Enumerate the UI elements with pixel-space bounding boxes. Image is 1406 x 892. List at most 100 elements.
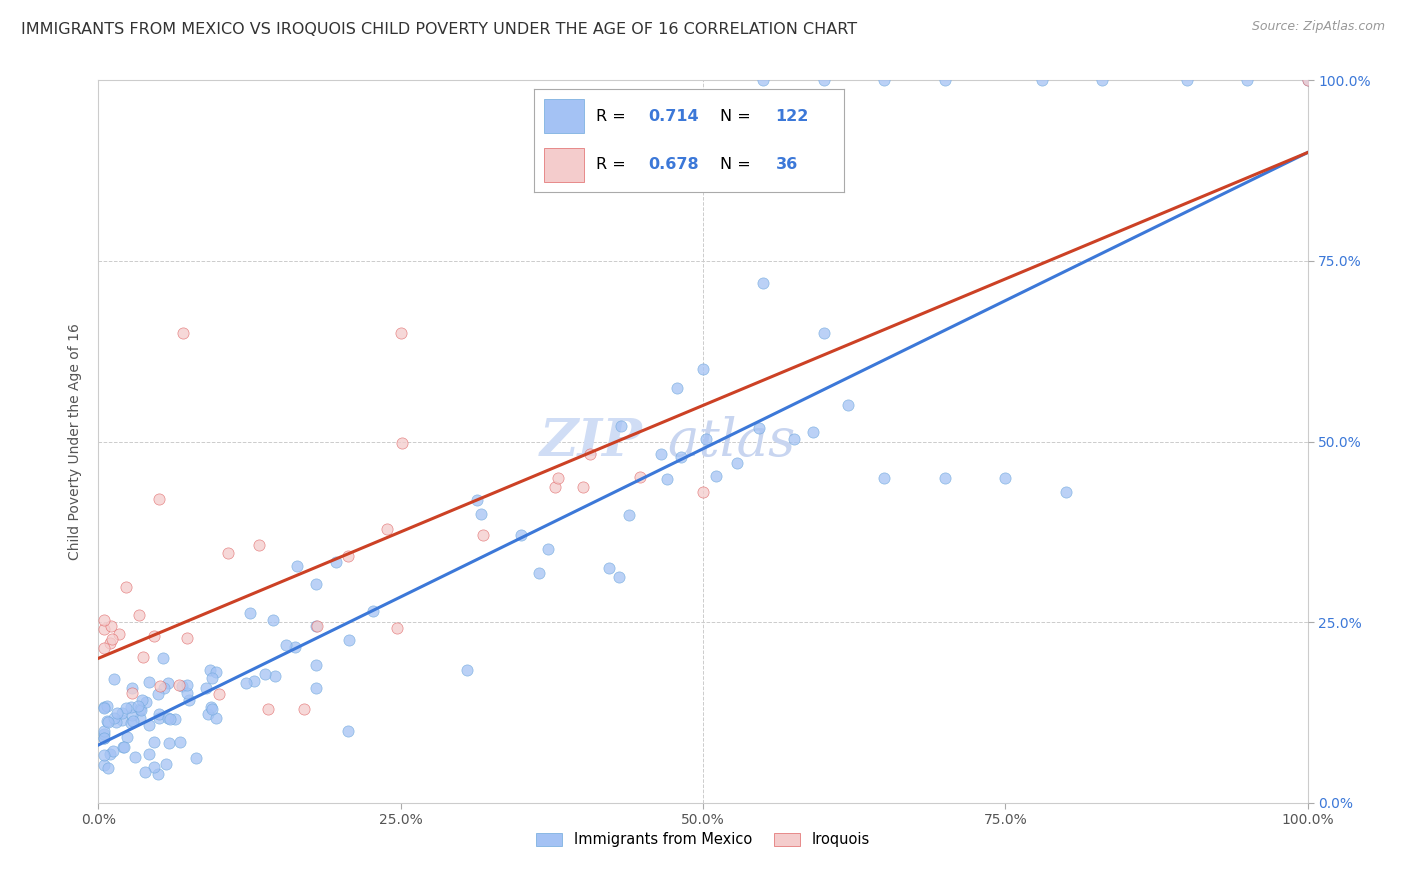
Point — [813, 73, 835, 87]
Point — [159, 712, 181, 726]
Point — [93, 622, 115, 636]
Point — [172, 326, 194, 340]
Point — [617, 508, 640, 523]
Point — [657, 472, 679, 486]
Point — [170, 679, 193, 693]
Text: R =: R = — [596, 109, 631, 124]
Point — [650, 447, 672, 461]
Text: IMMIGRANTS FROM MEXICO VS IROQUOIS CHILD POVERTY UNDER THE AGE OF 16 CORRELATION: IMMIGRANTS FROM MEXICO VS IROQUOIS CHILD… — [21, 22, 858, 37]
Point — [176, 686, 198, 700]
Point — [100, 632, 122, 646]
Point — [148, 767, 170, 781]
Point — [706, 468, 728, 483]
Point — [873, 470, 896, 484]
Point — [100, 618, 122, 632]
Text: 36: 36 — [776, 157, 797, 172]
Point — [105, 714, 128, 729]
Point — [156, 675, 179, 690]
Point — [610, 418, 633, 433]
Point — [129, 702, 152, 716]
Point — [208, 687, 231, 701]
Point — [103, 672, 125, 686]
Point — [217, 546, 239, 560]
Point — [467, 492, 489, 507]
Point — [198, 663, 221, 677]
Point — [96, 714, 118, 728]
Point — [276, 638, 298, 652]
Point — [305, 619, 328, 633]
Point — [177, 692, 200, 706]
Point — [337, 632, 360, 647]
Point — [305, 576, 328, 591]
Point — [783, 432, 806, 446]
Point — [725, 456, 748, 470]
Point — [93, 727, 115, 741]
Point — [93, 613, 115, 627]
Point — [1054, 485, 1077, 500]
Point — [201, 671, 224, 685]
Point — [103, 711, 125, 725]
Point — [121, 681, 143, 696]
Point — [112, 740, 135, 755]
Point — [337, 549, 360, 564]
Point — [98, 635, 121, 649]
Text: 122: 122 — [776, 109, 808, 124]
Point — [121, 708, 143, 723]
Point — [111, 706, 134, 720]
Point — [153, 681, 176, 695]
Point — [285, 559, 308, 574]
Point — [194, 681, 217, 695]
Point — [337, 723, 360, 738]
Point — [1031, 73, 1053, 87]
Point — [107, 627, 129, 641]
Point — [138, 747, 160, 761]
Point — [138, 718, 160, 732]
Point — [157, 711, 180, 725]
Point — [103, 744, 125, 758]
Point — [305, 681, 328, 695]
Point — [149, 679, 172, 693]
Point — [692, 362, 714, 376]
Point — [263, 669, 285, 683]
Point — [105, 706, 128, 720]
Point — [748, 421, 770, 435]
Text: 0.678: 0.678 — [648, 157, 699, 172]
Point — [111, 739, 134, 754]
Point — [579, 447, 602, 461]
Point — [115, 580, 138, 594]
Point — [184, 750, 207, 764]
Point — [148, 710, 170, 724]
Point — [1091, 73, 1114, 87]
Point — [510, 528, 533, 542]
Point — [239, 606, 262, 620]
Point — [934, 73, 956, 87]
Text: Source: ZipAtlas.com: Source: ZipAtlas.com — [1251, 20, 1385, 33]
Point — [117, 730, 139, 744]
Point — [152, 650, 174, 665]
Point — [994, 470, 1017, 484]
Text: R =: R = — [596, 157, 631, 172]
Point — [391, 435, 413, 450]
Point — [752, 73, 775, 87]
Point — [389, 326, 412, 340]
Point — [197, 706, 219, 721]
Point — [143, 735, 166, 749]
Point — [572, 480, 595, 494]
Point — [93, 723, 115, 738]
Point — [1175, 73, 1198, 87]
Point — [167, 678, 190, 692]
Point — [98, 747, 121, 762]
Point — [801, 425, 824, 440]
Point — [131, 693, 153, 707]
Point — [243, 674, 266, 689]
Point — [138, 675, 160, 690]
Point — [124, 749, 146, 764]
Point — [148, 687, 170, 701]
Point — [120, 699, 142, 714]
Point — [325, 555, 347, 569]
Text: ZIP: ZIP — [540, 416, 643, 467]
Point — [385, 621, 408, 635]
Point — [361, 604, 384, 618]
Point — [93, 641, 115, 656]
Point — [93, 731, 115, 745]
